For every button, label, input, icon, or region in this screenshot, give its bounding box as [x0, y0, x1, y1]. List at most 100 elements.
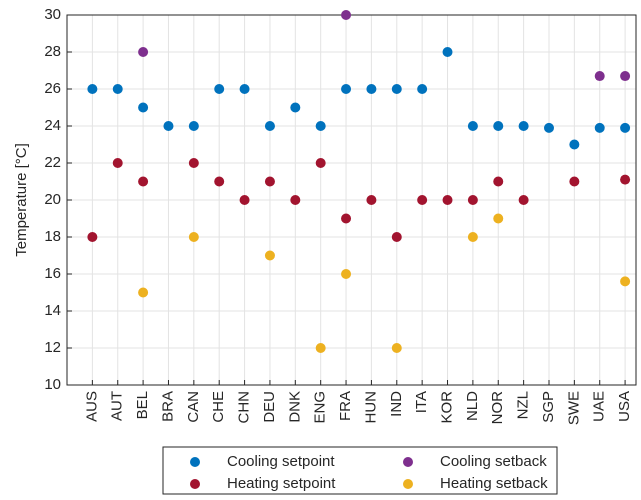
point	[569, 139, 580, 150]
point	[341, 269, 352, 279]
point	[442, 47, 453, 57]
point	[442, 195, 453, 205]
point	[467, 232, 478, 242]
legend-label: Cooling setpoint	[227, 453, 335, 470]
y-tick-label: 16	[44, 265, 61, 282]
y-tick-label: 18	[44, 228, 61, 245]
y-tick-label: 20	[44, 191, 61, 208]
x-tick-label: CAN	[185, 391, 202, 423]
point	[391, 84, 402, 94]
point	[543, 122, 554, 133]
point	[620, 174, 631, 185]
x-tick-label: SWE	[565, 391, 582, 425]
point	[112, 84, 123, 94]
y-tick-label: 24	[44, 117, 61, 134]
point	[239, 195, 250, 205]
point	[87, 232, 98, 242]
point	[341, 10, 352, 20]
point	[138, 102, 149, 113]
point	[315, 158, 326, 168]
x-tick-label: KOR	[438, 391, 455, 424]
point	[366, 195, 377, 205]
legend-marker	[190, 457, 200, 467]
point	[391, 343, 402, 353]
x-tick-label: NZL	[515, 391, 532, 419]
x-tick-label: SGP	[540, 391, 557, 423]
x-tick-label: UAE	[591, 391, 608, 422]
point	[290, 195, 301, 205]
point	[391, 232, 402, 242]
x-tick-label: HUN	[362, 391, 379, 424]
x-tick-label: DEU	[261, 391, 278, 423]
point	[290, 102, 301, 113]
point	[493, 213, 504, 224]
point	[620, 276, 631, 287]
point	[417, 84, 428, 94]
point	[188, 158, 199, 168]
y-tick-label: 26	[44, 80, 61, 97]
y-tick-label: 12	[44, 339, 61, 356]
x-tick-label: NLD	[464, 391, 481, 421]
x-tick-label: IND	[388, 391, 405, 417]
point	[417, 195, 428, 205]
point	[620, 71, 631, 82]
y-tick-label: 22	[44, 154, 61, 171]
point	[315, 121, 326, 131]
point	[518, 195, 529, 205]
point	[138, 47, 149, 57]
x-tick-label: ITA	[413, 391, 430, 413]
x-tick-label: AUT	[109, 391, 126, 421]
point	[493, 176, 504, 187]
legend-label: Heating setback	[440, 475, 548, 492]
legend-marker	[403, 479, 413, 489]
y-tick-label: 28	[44, 43, 61, 60]
legend-label: Heating setpoint	[227, 475, 336, 492]
x-tick-label: ENG	[312, 391, 329, 424]
x-tick-label: DNK	[286, 391, 303, 423]
point	[315, 343, 326, 353]
point	[239, 84, 250, 94]
point	[188, 232, 199, 242]
x-tick-label: BEL	[134, 391, 151, 419]
x-tick-label: FRA	[337, 391, 354, 421]
point	[594, 122, 605, 133]
point	[594, 71, 605, 82]
point	[264, 250, 275, 261]
point	[366, 84, 377, 94]
point	[112, 158, 123, 168]
x-tick-label: CHN	[236, 391, 253, 424]
legend-label: Cooling setback	[440, 453, 547, 470]
point	[138, 287, 149, 298]
point	[620, 122, 631, 133]
y-axis-label: Temperature [°C]	[13, 143, 30, 257]
legend: Cooling setpoint Heating setpoint Cooling …	[162, 446, 558, 495]
point	[188, 121, 199, 131]
point	[264, 176, 275, 187]
legend-box	[162, 446, 558, 495]
x-tick-label: USA	[616, 391, 633, 422]
point	[163, 121, 174, 131]
x-tick-label: BRA	[159, 391, 176, 422]
y-tick-label: 30	[44, 6, 61, 23]
point	[569, 176, 580, 187]
y-tick-label: 10	[44, 376, 61, 393]
point	[341, 84, 352, 94]
point	[518, 121, 529, 131]
point	[87, 84, 98, 94]
point	[214, 84, 225, 94]
point	[264, 121, 275, 131]
legend-marker	[403, 457, 413, 467]
x-tick-label: CHE	[210, 391, 227, 423]
point	[341, 213, 352, 224]
legend-marker	[190, 479, 200, 489]
point	[214, 176, 225, 187]
axes-box	[66, 14, 637, 386]
y-tick-label: 14	[44, 302, 61, 319]
x-tick-label: AUS	[83, 391, 100, 422]
x-tick-label: NOR	[489, 391, 506, 425]
point	[467, 121, 478, 131]
point	[467, 195, 478, 205]
point	[493, 121, 504, 131]
